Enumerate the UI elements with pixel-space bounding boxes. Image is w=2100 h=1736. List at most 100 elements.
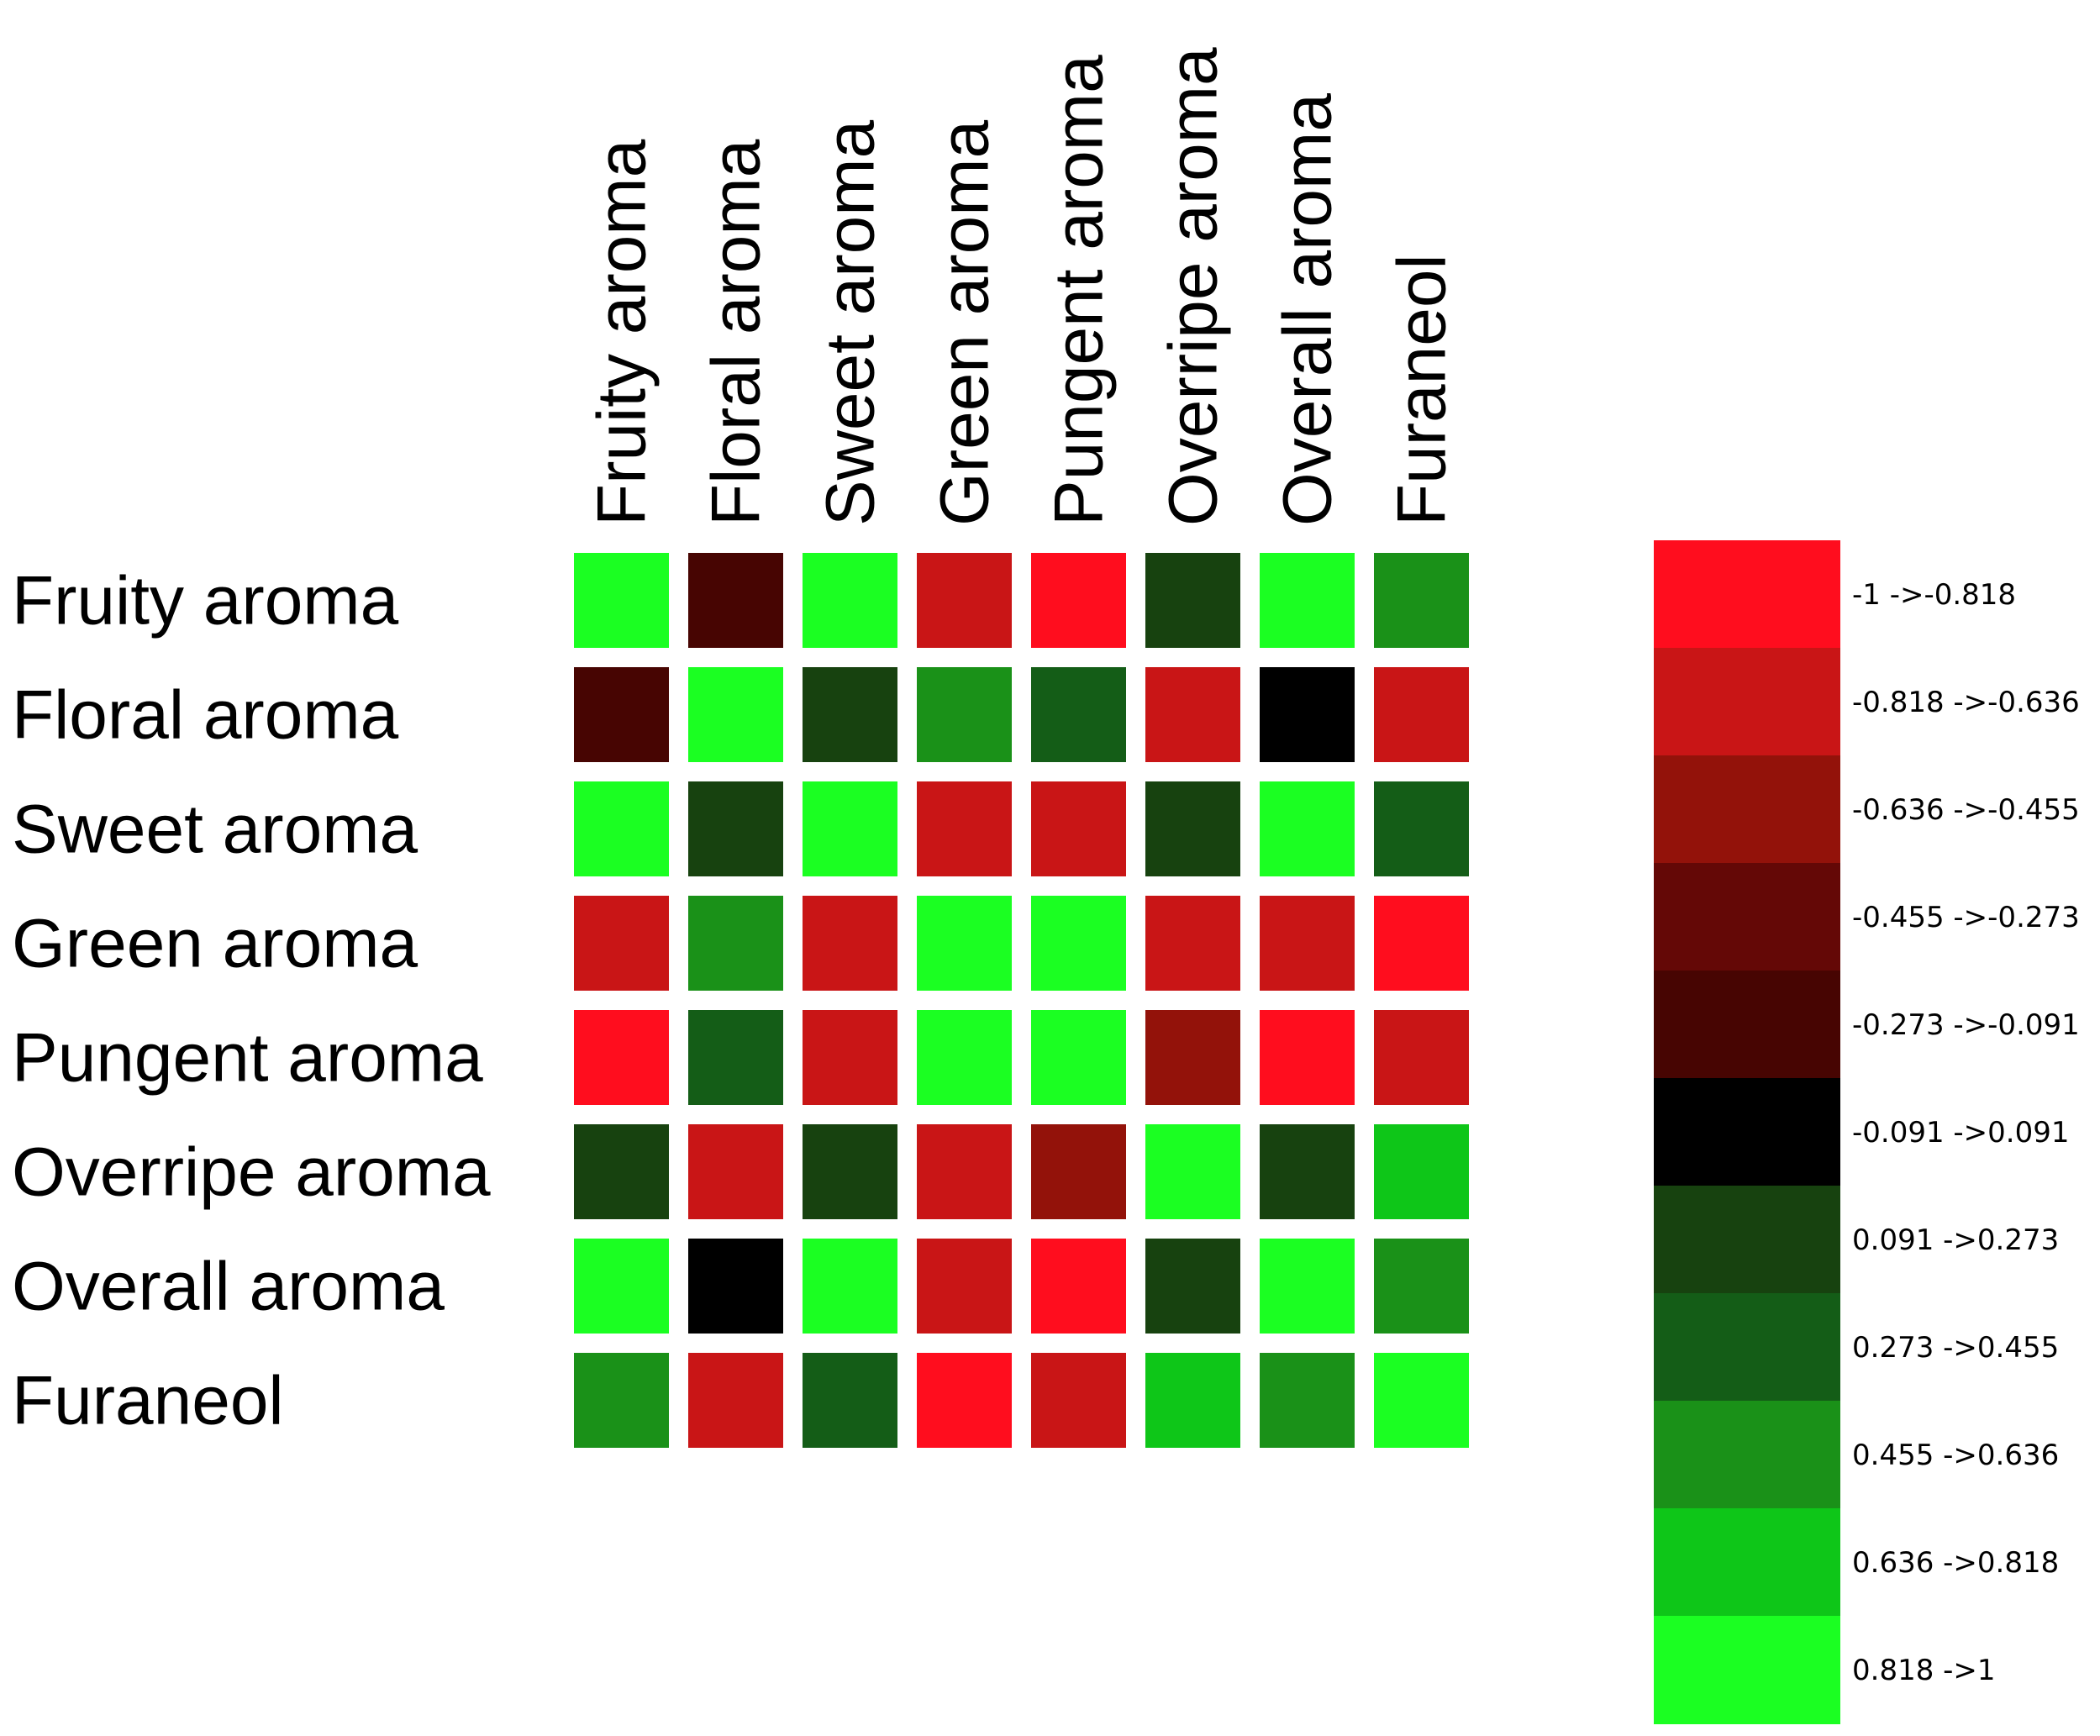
heatmap-cell xyxy=(917,667,1012,762)
heatmap-cell xyxy=(574,667,669,762)
heatmap-cell xyxy=(803,1353,897,1448)
heatmap-cell xyxy=(1260,1239,1355,1334)
heatmap-cell xyxy=(574,1124,669,1219)
column-label-furaneol: Furaneol xyxy=(1384,254,1461,526)
legend-label: -0.818 ->-0.636 xyxy=(1852,686,2080,719)
heatmap-cell xyxy=(803,1124,897,1219)
legend-label: -0.273 ->-0.091 xyxy=(1852,1008,2080,1042)
legend-label: -0.455 ->-0.273 xyxy=(1852,901,2080,934)
legend-swatch xyxy=(1654,755,1840,864)
heatmap-cell xyxy=(688,667,783,762)
row-label-overall-aroma: Overall aroma xyxy=(12,1249,445,1325)
heatmap-cell xyxy=(688,1353,783,1448)
heatmap-cell xyxy=(1145,1239,1240,1334)
legend-swatch xyxy=(1654,648,1840,756)
heatmap-cell xyxy=(574,553,669,648)
row-label-floral-aroma: Floral aroma xyxy=(12,677,399,754)
heatmap-cell xyxy=(803,553,897,648)
heatmap-cell xyxy=(1374,896,1469,991)
legend-swatch xyxy=(1654,1186,1840,1294)
heatmap-cell xyxy=(1374,553,1469,648)
heatmap-cell xyxy=(803,667,897,762)
heatmap-cell xyxy=(917,1010,1012,1105)
heatmap-cells xyxy=(574,553,1469,1448)
legend-swatch xyxy=(1654,1401,1840,1509)
heatmap-cell xyxy=(917,553,1012,648)
legend-label: 0.818 ->1 xyxy=(1852,1654,1996,1687)
heatmap-cell xyxy=(1260,896,1355,991)
heatmap-cell xyxy=(1031,896,1126,991)
heatmap-cell xyxy=(1374,781,1469,876)
column-label-pungent-aroma: Pungent aroma xyxy=(1041,55,1118,526)
column-label-green-aroma: Green aroma xyxy=(927,119,1003,526)
legend-swatch xyxy=(1654,540,1840,649)
column-label-floral-aroma: Floral aroma xyxy=(698,139,775,526)
heatmap-cell xyxy=(803,1010,897,1105)
legend-swatch xyxy=(1654,1293,1840,1402)
column-labels: Fruity aroma Floral aroma Sweet aroma Green… xyxy=(584,47,1461,526)
heatmap-cell xyxy=(1260,553,1355,648)
heatmap-cell xyxy=(1260,1353,1355,1448)
heatmap-cell xyxy=(1031,781,1126,876)
heatmap-cell xyxy=(1374,1010,1469,1105)
heatmap-cell xyxy=(1145,1124,1240,1219)
row-labels: Fruity aroma Floral aroma Sweet aroma Green… xyxy=(12,563,491,1439)
heatmap-cell xyxy=(574,1353,669,1448)
heatmap-cell xyxy=(1031,1239,1126,1334)
column-label-overripe-aroma: Overripe aroma xyxy=(1155,47,1232,526)
legend-swatch xyxy=(1654,1616,1840,1724)
heatmap-cell xyxy=(688,781,783,876)
heatmap-cell xyxy=(1260,667,1355,762)
heatmap-cell xyxy=(917,1124,1012,1219)
column-label-sweet-aroma: Sweet aroma xyxy=(813,119,889,526)
heatmap-cell xyxy=(1260,1124,1355,1219)
heatmap-cell xyxy=(1374,1239,1469,1334)
column-label-fruity-aroma: Fruity aroma xyxy=(584,139,661,526)
heatmap-cell xyxy=(1145,1353,1240,1448)
column-label-overall-aroma: Overall aroma xyxy=(1270,93,1346,526)
row-label-sweet-aroma: Sweet aroma xyxy=(12,792,418,868)
heatmap-cell xyxy=(574,781,669,876)
heatmap-cell xyxy=(1031,553,1126,648)
legend-label: 0.273 ->0.455 xyxy=(1852,1331,2059,1365)
heatmap-cell xyxy=(1145,896,1240,991)
legend-label: -0.636 ->-0.455 xyxy=(1852,793,2080,827)
heatmap-cell xyxy=(1374,1124,1469,1219)
heatmap-cell xyxy=(1145,667,1240,762)
heatmap-cell xyxy=(803,781,897,876)
legend-swatch xyxy=(1654,863,1840,971)
row-label-fruity-aroma: Fruity aroma xyxy=(12,563,399,639)
heatmap-cell xyxy=(1031,1010,1126,1105)
legend-swatch xyxy=(1654,1508,1840,1617)
heatmap-cell xyxy=(1374,667,1469,762)
heatmap-cell xyxy=(688,1124,783,1219)
heatmap-cell xyxy=(1374,1353,1469,1448)
heatmap-cell xyxy=(688,1010,783,1105)
heatmap-cell xyxy=(1031,1353,1126,1448)
heatmap-cell xyxy=(1260,781,1355,876)
heatmap-cell xyxy=(1031,667,1126,762)
heatmap-cell xyxy=(803,1239,897,1334)
heatmap-cell xyxy=(917,1353,1012,1448)
heatmap-cell xyxy=(688,896,783,991)
legend-swatch xyxy=(1654,971,1840,1079)
legend-swatch xyxy=(1654,1078,1840,1186)
legend-label: -0.091 ->0.091 xyxy=(1852,1116,2070,1149)
heatmap-cell xyxy=(574,896,669,991)
heatmap-cell xyxy=(1145,553,1240,648)
row-label-green-aroma: Green aroma xyxy=(12,906,418,982)
legend-label: 0.091 ->0.273 xyxy=(1852,1223,2059,1257)
color-legend: -1 ->-0.818 -0.818 ->-0.636 -0.636 ->-0.45… xyxy=(1654,540,2080,1724)
heatmap-cell xyxy=(917,781,1012,876)
heatmap-cell xyxy=(1260,1010,1355,1105)
legend-label: 0.455 ->0.636 xyxy=(1852,1439,2059,1472)
heatmap-cell xyxy=(1031,1124,1126,1219)
heatmap-cell xyxy=(917,1239,1012,1334)
heatmap-cell xyxy=(917,896,1012,991)
heatmap-cell xyxy=(574,1010,669,1105)
heatmap-cell xyxy=(688,1239,783,1334)
heatmap-cell xyxy=(688,553,783,648)
heatmap-cell xyxy=(574,1239,669,1334)
row-label-pungent-aroma: Pungent aroma xyxy=(12,1020,483,1097)
